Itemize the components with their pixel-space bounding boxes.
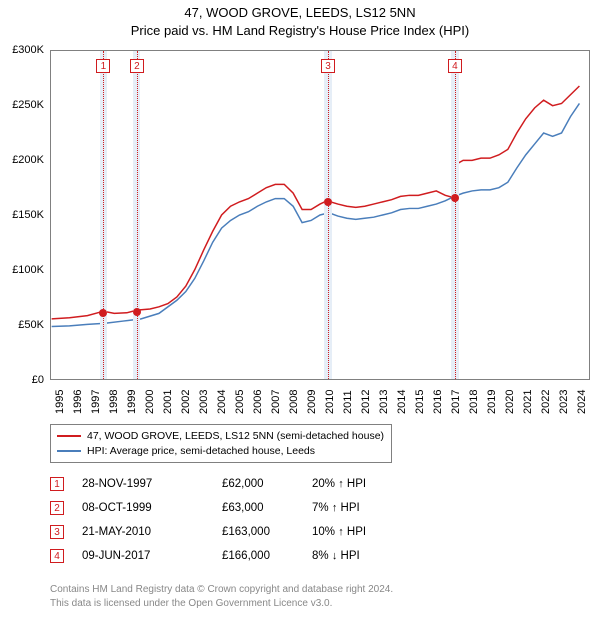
x-tick-label: 2021	[522, 390, 534, 414]
legend-row-series1: 47, WOOD GROVE, LEEDS, LS12 5NN (semi-de…	[57, 429, 385, 444]
x-tick-label: 2010	[324, 390, 336, 414]
legend-label-2: HPI: Average price, semi-detached house,…	[87, 444, 315, 459]
marker-number-box: 1	[96, 59, 110, 73]
marker-dot	[133, 308, 141, 316]
sales-row-marker: 1	[50, 477, 64, 491]
x-tick-label: 2011	[342, 390, 354, 414]
marker-dot	[451, 194, 459, 202]
x-tick-label: 2024	[576, 390, 588, 414]
arrow-icon: ↑	[332, 502, 338, 514]
y-tick-label: £200K	[0, 154, 44, 166]
sales-row-marker: 3	[50, 525, 64, 539]
sales-row: 3 21-MAY-2010£163,00010% ↑ HPI	[50, 520, 402, 544]
y-tick-label: £250K	[0, 99, 44, 111]
x-tick-label: 1998	[108, 390, 120, 414]
x-tick-label: 2004	[216, 390, 228, 414]
footer-line1: Contains HM Land Registry data © Crown c…	[50, 584, 393, 595]
marker-dot	[99, 309, 107, 317]
sales-row-marker: 2	[50, 501, 64, 515]
sales-date: 09-JUN-2017	[82, 550, 222, 562]
sales-table: 1 28-NOV-1997£62,00020% ↑ HPI 2 08-OCT-1999…	[50, 472, 402, 568]
x-tick-label: 1995	[54, 390, 66, 414]
series-line	[52, 86, 580, 319]
marker-dot	[324, 198, 332, 206]
y-tick-label: £100K	[0, 264, 44, 276]
marker-number-box: 2	[130, 59, 144, 73]
legend: 47, WOOD GROVE, LEEDS, LS12 5NN (semi-de…	[50, 424, 392, 463]
sales-price: £163,000	[222, 526, 312, 538]
sales-pct: 20% ↑ HPI	[312, 478, 402, 490]
x-tick-label: 2023	[558, 390, 570, 414]
x-tick-label: 1997	[90, 390, 102, 414]
x-tick-label: 2000	[144, 390, 156, 414]
x-tick-label: 1999	[126, 390, 138, 414]
x-tick-label: 2022	[540, 390, 552, 414]
x-tick-label: 2020	[504, 390, 516, 414]
y-tick-label: £150K	[0, 209, 44, 221]
x-tick-label: 2001	[162, 390, 174, 414]
x-tick-label: 2002	[180, 390, 192, 414]
x-tick-label: 2015	[414, 390, 426, 414]
marker-dashline	[455, 51, 456, 379]
x-tick-label: 2013	[378, 390, 390, 414]
x-tick-label: 2006	[252, 390, 264, 414]
sales-pct: 10% ↑ HPI	[312, 526, 402, 538]
legend-swatch-1	[57, 435, 81, 437]
x-tick-label: 2016	[432, 390, 444, 414]
chart-plot-area: 1 2 3 4	[50, 50, 590, 380]
x-tick-label: 2019	[486, 390, 498, 414]
sales-date: 28-NOV-1997	[82, 478, 222, 490]
marker-dashline	[137, 51, 138, 379]
series-line	[52, 103, 580, 326]
y-tick-label: £50K	[0, 319, 44, 331]
x-tick-label: 2008	[288, 390, 300, 414]
marker-dashline	[103, 51, 104, 379]
sales-price: £62,000	[222, 478, 312, 490]
x-tick-label: 1996	[72, 390, 84, 414]
arrow-icon: ↓	[332, 550, 338, 562]
x-tick-label: 2007	[270, 390, 282, 414]
legend-row-series2: HPI: Average price, semi-detached house,…	[57, 444, 385, 459]
y-tick-label: £300K	[0, 44, 44, 56]
sales-row: 1 28-NOV-1997£62,00020% ↑ HPI	[50, 472, 402, 496]
y-tick-label: £0	[0, 374, 44, 386]
title-line1: 47, WOOD GROVE, LEEDS, LS12 5NN	[184, 5, 415, 20]
footer: Contains HM Land Registry data © Crown c…	[50, 583, 393, 610]
title-line2: Price paid vs. HM Land Registry's House …	[131, 23, 469, 38]
x-tick-label: 2017	[450, 390, 462, 414]
sales-date: 08-OCT-1999	[82, 502, 222, 514]
marker-number-box: 4	[448, 59, 462, 73]
x-tick-label: 2018	[468, 390, 480, 414]
legend-label-1: 47, WOOD GROVE, LEEDS, LS12 5NN (semi-de…	[87, 429, 384, 444]
sales-pct: 8% ↓ HPI	[312, 550, 402, 562]
marker-dashline	[328, 51, 329, 379]
sales-price: £63,000	[222, 502, 312, 514]
marker-number-box: 3	[321, 59, 335, 73]
chart-lines-svg	[51, 51, 589, 379]
arrow-icon: ↑	[338, 478, 344, 490]
sales-pct: 7% ↑ HPI	[312, 502, 402, 514]
arrow-icon: ↑	[338, 526, 344, 538]
footer-line2: This data is licensed under the Open Gov…	[50, 598, 332, 609]
sales-date: 21-MAY-2010	[82, 526, 222, 538]
x-tick-label: 2012	[360, 390, 372, 414]
page-root: 47, WOOD GROVE, LEEDS, LS12 5NN Price pa…	[0, 0, 600, 620]
chart-title: 47, WOOD GROVE, LEEDS, LS12 5NN Price pa…	[0, 0, 600, 39]
x-tick-label: 2014	[396, 390, 408, 414]
sales-row: 2 08-OCT-1999£63,0007% ↑ HPI	[50, 496, 402, 520]
x-tick-label: 2009	[306, 390, 318, 414]
x-tick-label: 2003	[198, 390, 210, 414]
x-tick-label: 2005	[234, 390, 246, 414]
sales-price: £166,000	[222, 550, 312, 562]
sales-row: 4 09-JUN-2017£166,0008% ↓ HPI	[50, 544, 402, 568]
legend-swatch-2	[57, 450, 81, 452]
sales-row-marker: 4	[50, 549, 64, 563]
